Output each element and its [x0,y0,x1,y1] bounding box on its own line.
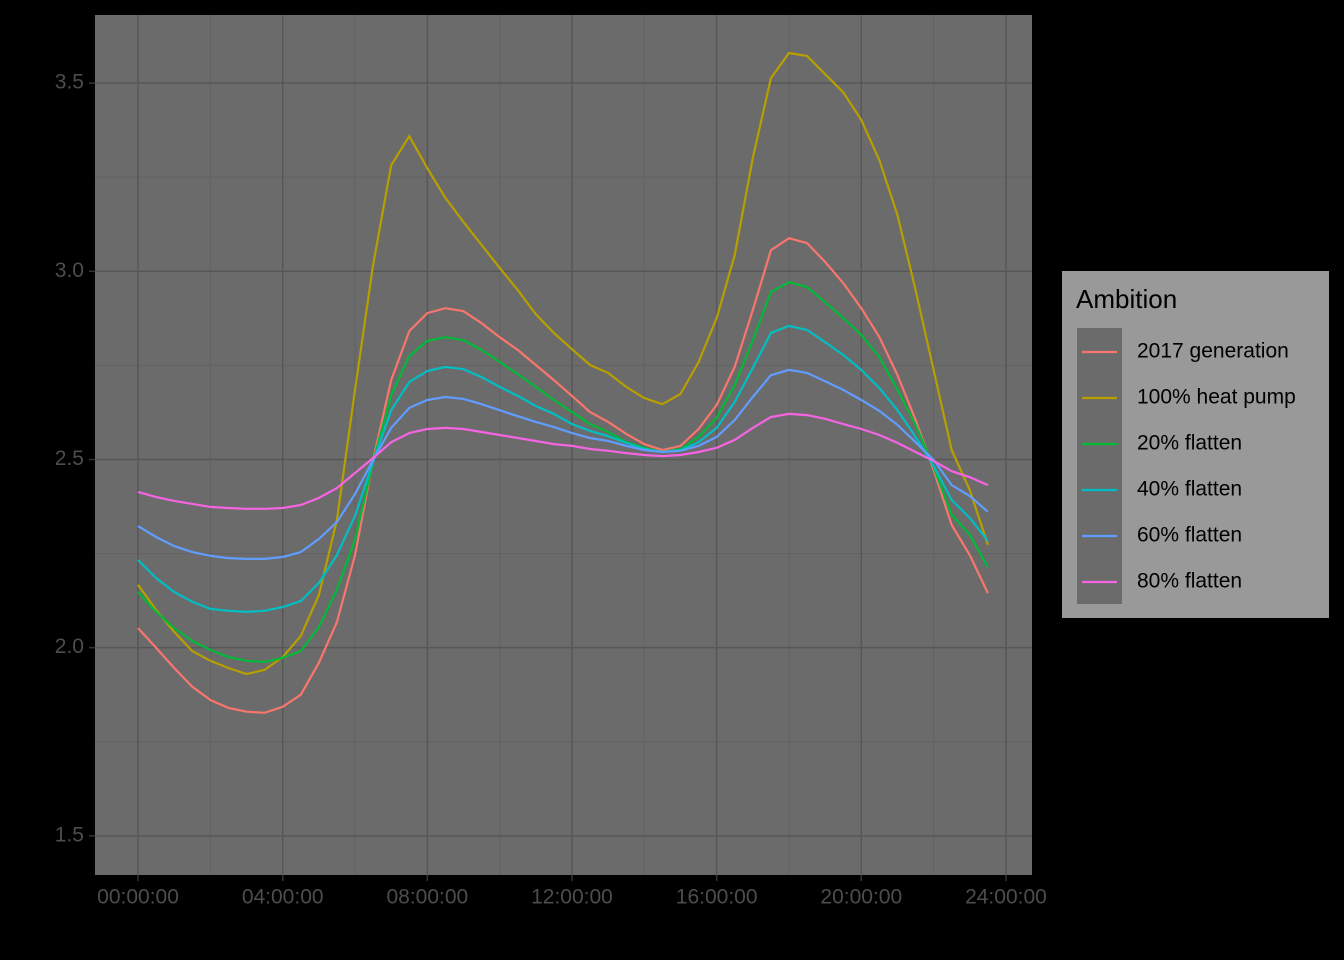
y-tick-label: 1.5 [55,823,84,846]
legend-title: Ambition [1076,284,1177,314]
series-line [137,237,989,714]
x-tick-label: 12:00:00 [531,886,613,909]
legend-label: 2017 generation [1137,340,1289,363]
series-line [137,281,989,664]
legend-label: 100% heat pump [1137,386,1296,409]
x-tick-label: 24:00:00 [965,886,1047,909]
legend-key-panel [1077,328,1122,604]
legend: 2017 generation 100% heat pump 20% flatten… [1082,340,1296,593]
series-line [137,368,989,561]
lines [137,51,989,714]
x-tick-label: 08:00:00 [386,886,468,909]
y-tick-label: 3.0 [55,259,84,282]
y-tick-label: 2.0 [55,635,84,658]
x-tick-label: 04:00:00 [242,886,324,909]
y-tick-label: 3.5 [55,71,84,94]
legend-label: 80% flatten [1137,570,1242,593]
legend-label: 40% flatten [1137,478,1242,501]
series-line [137,412,989,510]
y-tick-label: 2.5 [55,447,84,470]
x-tick-label: 00:00:00 [97,886,179,909]
x-tick-label: 16:00:00 [676,886,758,909]
legend-label: 20% flatten [1137,432,1242,455]
x-tick-label: 20:00:00 [820,886,902,909]
legend-label: 60% flatten [1137,524,1242,547]
series-line [137,324,989,614]
